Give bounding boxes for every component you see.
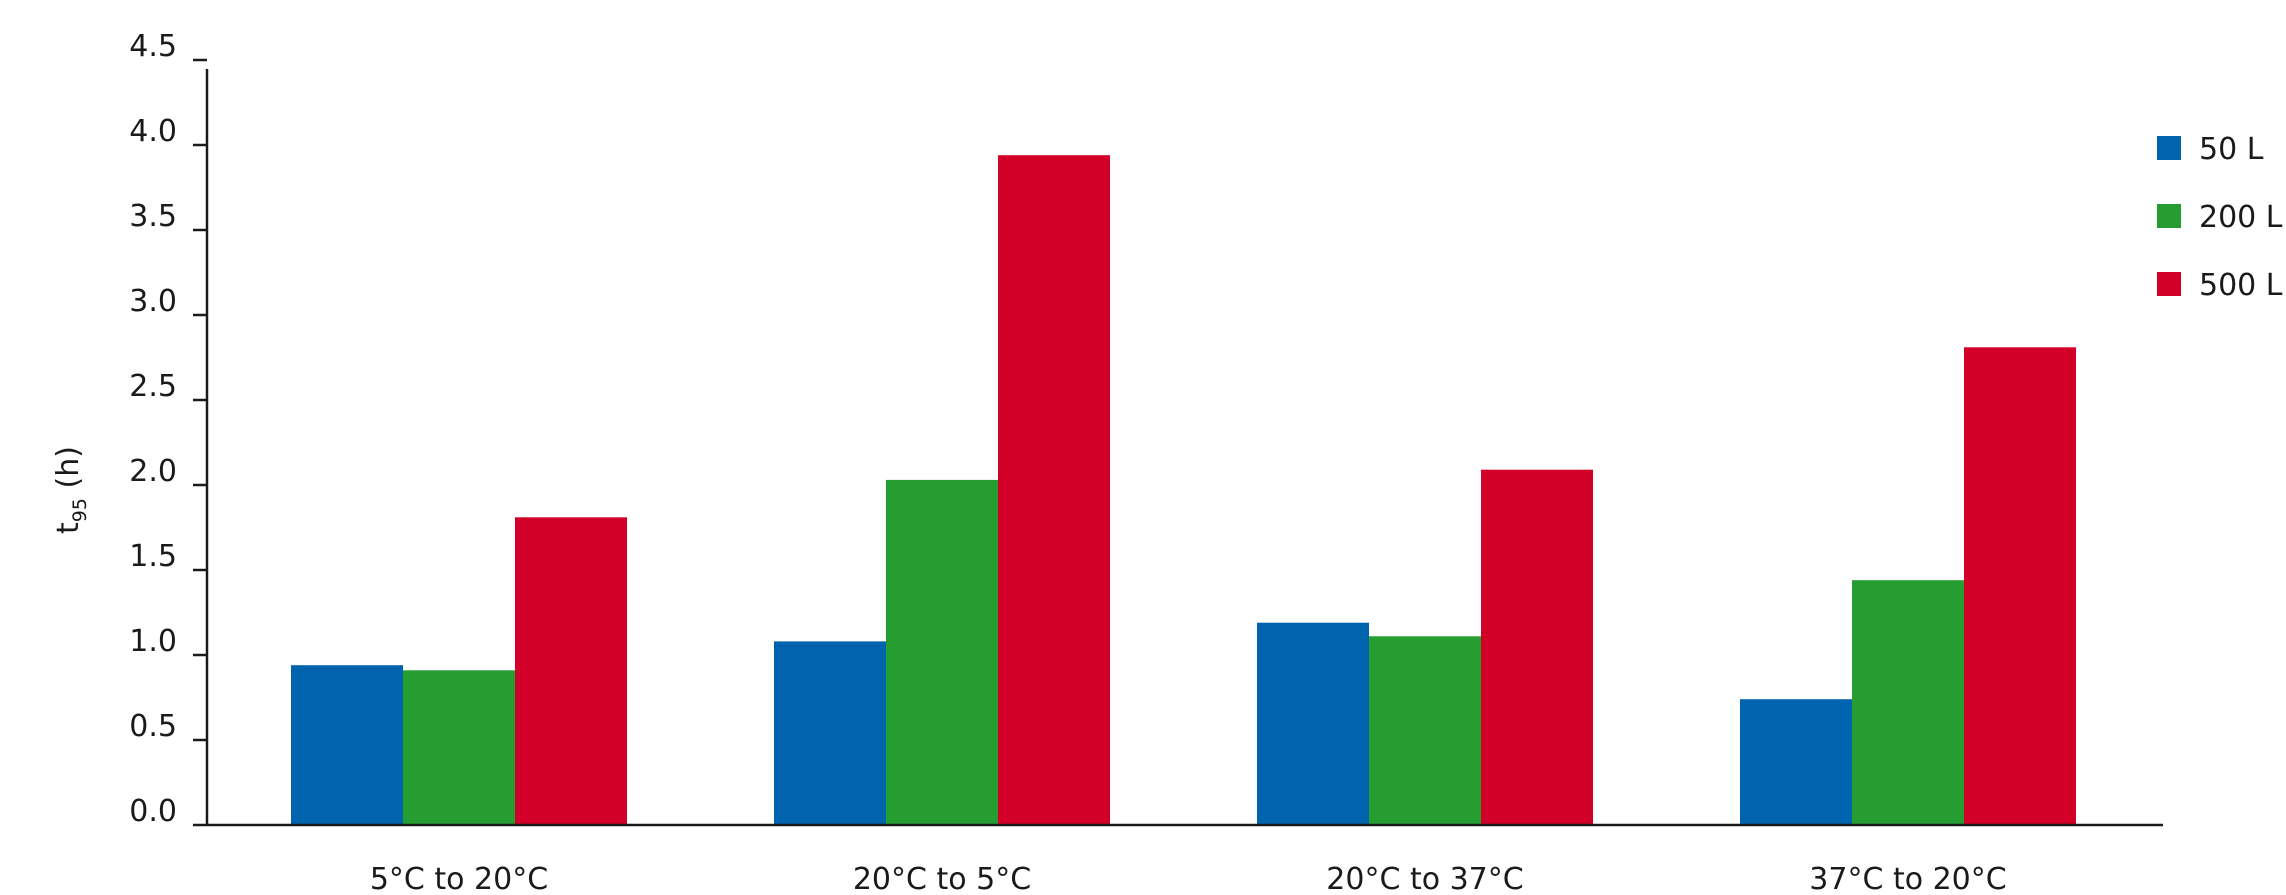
y-tick-label: 2.5 <box>129 369 177 404</box>
y-axis-label-unit: (h) <box>51 446 86 498</box>
bar <box>1257 622 1369 825</box>
legend-label: 500 L <box>2199 268 2283 303</box>
x-tick-label: 20°C to 37°C <box>1326 862 1523 891</box>
bar <box>1852 580 1964 825</box>
y-tick-label: 1.5 <box>129 539 177 574</box>
legend-label: 200 L <box>2199 200 2283 235</box>
y-tick-label: 2.0 <box>129 454 177 489</box>
bar <box>1369 636 1481 825</box>
y-tick-label: 4.5 <box>129 29 177 64</box>
x-axis-labels: 5°C to 20°C 20°C to 5°C 20°C to 37°C 37°C t… <box>370 862 2007 895</box>
y-tick-label: 0.0 <box>129 794 177 829</box>
y-tick-label: 0.5 <box>129 709 177 744</box>
bar <box>774 641 886 825</box>
bars <box>291 155 2076 825</box>
y-tick-label: 1.0 <box>129 624 177 659</box>
bar <box>515 517 627 825</box>
legend: 50 L 200 L 500 L <box>2157 132 2283 303</box>
y-axis-label-subscript: 95 <box>69 498 91 522</box>
axes <box>205 69 2163 827</box>
bar <box>1481 469 1593 825</box>
x-tick-label: 5°C to 20°C <box>370 862 548 891</box>
x-tick-label: 20°C to 5°C <box>853 862 1031 891</box>
bar <box>886 479 998 825</box>
bar <box>291 665 403 825</box>
bar <box>1740 699 1852 825</box>
y-axis-label-main: t <box>51 522 86 534</box>
bar <box>998 155 1110 825</box>
bar <box>403 670 515 825</box>
y-axis-ticks: 0.0 0.5 1.0 1.5 2.0 2.5 3.0 3.5 4.0 4.5 <box>129 29 207 829</box>
y-tick-label: 3.5 <box>129 199 177 234</box>
y-tick-label: 3.0 <box>129 284 177 319</box>
legend-swatch <box>2157 136 2181 160</box>
legend-swatch <box>2157 204 2181 228</box>
bar <box>1964 347 2076 825</box>
y-axis-label: t95 (h) <box>51 446 91 534</box>
legend-swatch <box>2157 272 2181 296</box>
y-tick-label: 4.0 <box>129 114 177 149</box>
x-tick-label: 37°C to 20°C <box>1809 862 2006 891</box>
legend-label: 50 L <box>2199 132 2264 167</box>
